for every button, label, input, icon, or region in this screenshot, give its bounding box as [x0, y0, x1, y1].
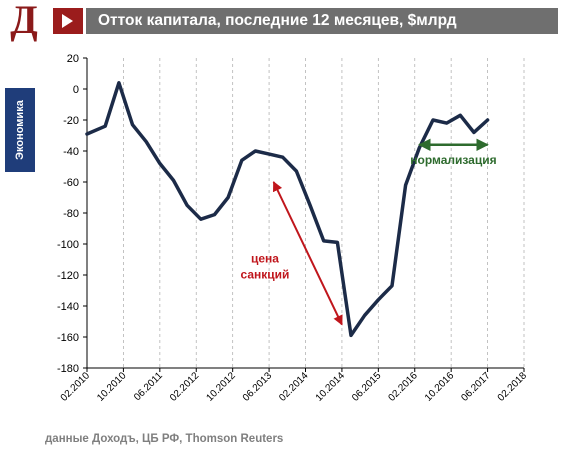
sanctions-label: санкций — [241, 268, 290, 282]
x-tick-label: 06.2011 — [132, 370, 165, 403]
data-point — [431, 118, 435, 122]
sanctions-arrow — [272, 181, 343, 326]
x-tick-label: 02.2014 — [277, 370, 311, 404]
source-note: данные Доходъ, ЦБ РФ, Thomson Reuters — [45, 433, 284, 445]
data-point — [240, 159, 243, 162]
data-point — [158, 162, 162, 165]
x-tick-label: 02.2012 — [168, 370, 202, 404]
data-point — [172, 179, 175, 182]
chart-title: Отток капитала, последние 12 месяцев, $м… — [98, 12, 457, 29]
data-point — [418, 146, 421, 150]
data-point — [199, 218, 203, 221]
x-tick-label: 06.2015 — [350, 370, 384, 404]
sanctions-label: цена — [251, 252, 279, 266]
brand-logo: Д — [10, 0, 38, 42]
y-tick-label: -120 — [57, 270, 79, 282]
y-tick-label: -100 — [57, 239, 79, 251]
y-tick-label: 20 — [67, 53, 79, 65]
section-tab-economy[interactable]: Экономика — [5, 88, 35, 172]
data-point — [404, 183, 407, 187]
play-arrow-icon — [53, 8, 83, 34]
title-bar: Отток капитала, последние 12 месяцев, $м… — [86, 8, 558, 34]
data-point — [459, 114, 462, 117]
data-point — [254, 149, 257, 153]
data-point — [131, 123, 134, 126]
x-tick-label: 10.2010 — [95, 370, 129, 404]
data-point — [213, 213, 216, 216]
data-point — [267, 152, 271, 156]
y-tick-label: -160 — [57, 332, 79, 344]
y-tick-label: -40 — [63, 146, 79, 158]
data-point — [104, 125, 107, 128]
x-tick-label: 10.2014 — [314, 370, 348, 404]
y-tick-label: -80 — [63, 208, 79, 220]
y-tick-label: -140 — [57, 301, 79, 313]
x-tick-label: 02.2018 — [496, 370, 530, 404]
data-point — [377, 298, 380, 301]
x-tick-label: 10.2016 — [423, 370, 457, 404]
data-point — [390, 284, 394, 288]
x-tick-label: 10.2012 — [204, 370, 238, 404]
chart-area: 20 0 -20 -40 -60 -80 -100 -120 -140 -160 -180 02.2… — [57, 53, 530, 404]
data-point — [486, 118, 489, 122]
x-tick-label: 06.2017 — [459, 370, 493, 404]
data-point — [185, 204, 189, 207]
data-point — [85, 132, 89, 136]
normalization-label: нормализация — [410, 153, 496, 167]
data-point — [295, 169, 298, 173]
x-tick-label: 06.2013 — [241, 370, 275, 404]
header: Д Отток капитала, последние 12 месяцев, … — [0, 0, 570, 44]
data-point — [322, 239, 325, 243]
data-point — [472, 131, 476, 134]
x-tick-label: 02.2016 — [387, 370, 421, 404]
data-point — [226, 196, 230, 199]
data-point — [117, 81, 121, 84]
y-tick-label: -180 — [57, 363, 79, 375]
data-point — [281, 156, 284, 159]
data-point — [144, 140, 148, 143]
x-tick-label: 02.2010 — [59, 370, 93, 404]
y-tick-label: -60 — [63, 177, 79, 189]
data-point — [336, 241, 339, 244]
y-tick-label: -20 — [63, 115, 79, 127]
data-point — [363, 314, 366, 317]
data-point — [445, 121, 448, 125]
data-point — [308, 204, 312, 207]
data-point — [349, 334, 353, 337]
y-tick-label: 0 — [73, 84, 79, 96]
